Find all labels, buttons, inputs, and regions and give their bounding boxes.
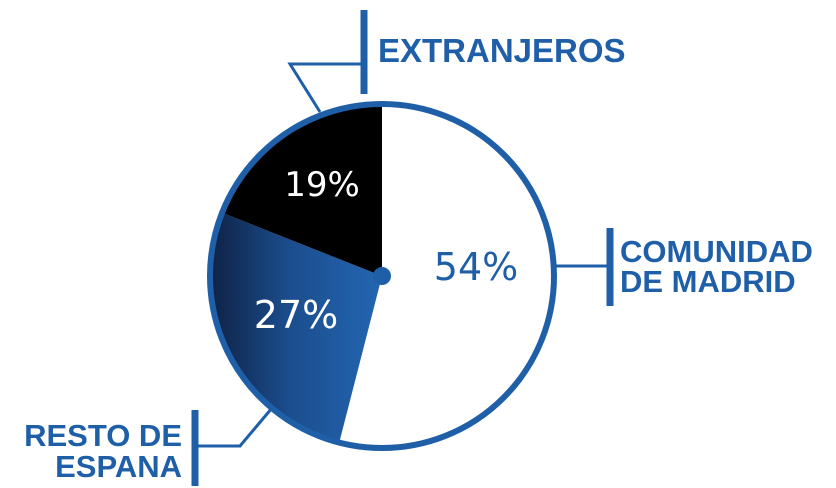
- category-label-resto-line1: RESTO DE: [24, 418, 182, 453]
- leader-extranjeros: [287, 10, 368, 113]
- slice-value-label-resto: 27%: [254, 293, 338, 337]
- pie-rim: [207, 101, 557, 451]
- leader-resto: [191, 407, 274, 486]
- category-label-resto-line2: ESPANA: [55, 449, 182, 484]
- slice-extranjeros: [223, 106, 382, 276]
- category-label-comunidad-line1: COMUNIDAD: [620, 234, 813, 269]
- slice-value-label-comunidad: 54%: [434, 245, 518, 289]
- leader-comunidad: [554, 228, 614, 306]
- slice-resto-de-espana: [212, 213, 382, 441]
- pie-center-dot: [373, 267, 391, 285]
- category-label-extranjeros: EXTRANJEROS: [378, 32, 626, 69]
- slice-value-label-extranjeros: 19%: [284, 165, 360, 205]
- slice-comunidad-de-madrid: [339, 106, 552, 446]
- pie-slices: [212, 106, 552, 446]
- category-label-comunidad-line2: DE MADRID: [620, 264, 796, 299]
